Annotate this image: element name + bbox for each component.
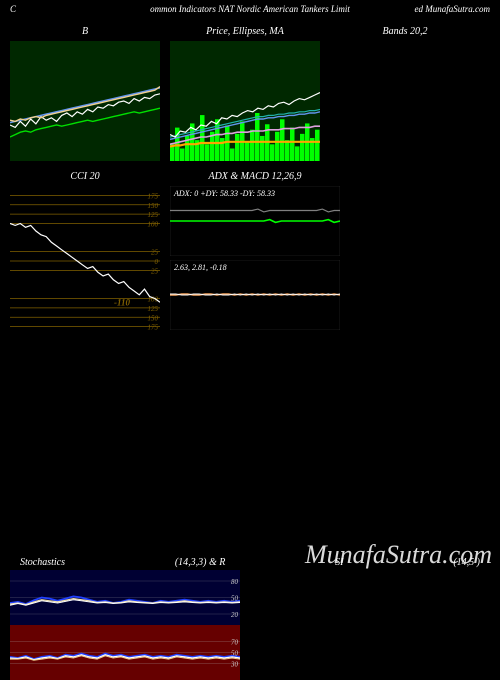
stochastics-section: Stochastics (14,3,3) & R SI (14,5 ) 8050… [0, 555, 500, 680]
chart-stoch-lower: 705030 [10, 625, 240, 680]
panel-bands: Bands 20,2 [330, 22, 480, 161]
stoch-title-mid1: (14,3,3) & R [175, 557, 226, 568]
svg-text:100: 100 [148, 221, 159, 229]
stoch-title-mid2: SI [335, 557, 343, 568]
panel-cci-title: CCI 20 [70, 167, 99, 186]
svg-text:125: 125 [148, 305, 159, 313]
chart-macd: 2.63, 2.81, -0.18 [170, 260, 340, 330]
svg-text:30: 30 [230, 661, 239, 669]
svg-text:25: 25 [151, 249, 159, 257]
svg-text:175: 175 [148, 324, 159, 332]
stochastics-title-row: Stochastics (14,3,3) & R SI (14,5 ) [0, 555, 500, 570]
panel-cci: CCI 20 17515012510025025100125150175-110 [10, 167, 160, 336]
svg-text:20: 20 [231, 611, 239, 619]
svg-text:2.63, 2.81, -0.18: 2.63, 2.81, -0.18 [174, 263, 227, 272]
svg-text:-110: -110 [114, 297, 131, 307]
svg-text:175: 175 [148, 192, 159, 200]
chart-row-1: B Price, Ellipses, MA Bands 20,2 [0, 22, 500, 161]
panel-b: B [10, 22, 160, 161]
chart-price [170, 41, 320, 161]
header-center: ommon Indicators NAT Nordic American Tan… [150, 4, 350, 14]
svg-text:150: 150 [148, 314, 159, 322]
svg-text:80: 80 [231, 578, 239, 586]
panel-bands-title: Bands 20,2 [383, 22, 428, 41]
panel-adx-macd: ADX & MACD 12,26,9 ADX: 0 +DY: 58.33 -DY… [170, 167, 340, 336]
panel-price: Price, Ellipses, MA [170, 22, 320, 161]
header-right: ed MunafaSutra.com [415, 4, 491, 14]
chart-stoch-upper: 805020 [10, 570, 240, 625]
chart-bands [330, 41, 480, 161]
header-left: C [10, 4, 16, 14]
chart-row-2: CCI 20 17515012510025025100125150175-110… [0, 167, 500, 336]
svg-text:70: 70 [231, 639, 239, 647]
panel-b-title: B [82, 22, 88, 41]
page-header: C ommon Indicators NAT Nordic American T… [0, 0, 500, 22]
svg-text:0: 0 [155, 258, 159, 266]
chart-adx: ADX: 0 +DY: 58.33 -DY: 58.33 [170, 186, 340, 256]
chart-b [10, 41, 160, 161]
chart-cci: 17515012510025025100125150175-110 [10, 186, 160, 336]
panel-price-title: Price, Ellipses, MA [206, 22, 284, 41]
svg-text:150: 150 [148, 202, 159, 210]
svg-text:25: 25 [151, 267, 159, 275]
svg-text:125: 125 [148, 211, 159, 219]
svg-text:ADX: 0 +DY: 58.33 -DY: 58.33: ADX: 0 +DY: 58.33 -DY: 58.33 [173, 189, 275, 198]
stoch-title-right: (14,5 ) [453, 557, 480, 568]
panel-adx-macd-title: ADX & MACD 12,26,9 [208, 167, 301, 186]
stoch-title-left: Stochastics [20, 557, 65, 568]
